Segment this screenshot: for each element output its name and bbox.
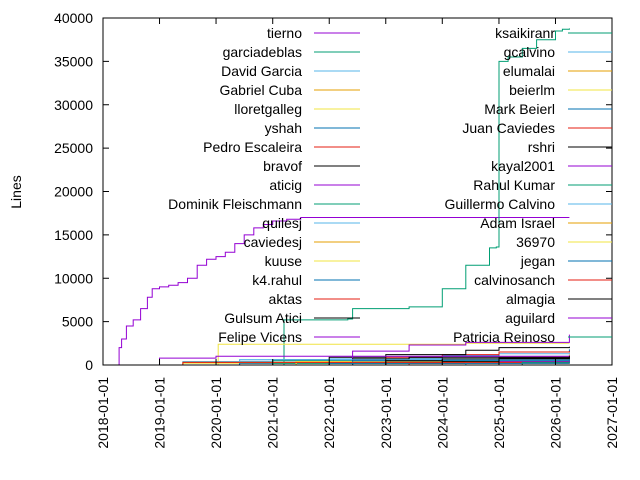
x-tick-label: 2018-01-01	[95, 377, 111, 449]
legend-label: calvinosanch	[474, 272, 555, 288]
legend-label: Guillermo Calvino	[445, 196, 556, 212]
x-tick-label: 2023-01-01	[378, 377, 394, 449]
legend-label: garciadeblas	[223, 44, 302, 60]
legend-label: k4.rahul	[252, 272, 302, 288]
x-tick-label: 2020-01-01	[208, 377, 224, 449]
legend-label: David Garcia	[221, 63, 302, 79]
legend-label: quilesj	[262, 215, 302, 231]
legend-label: Juan Caviedes	[462, 120, 555, 136]
legend-label: bravof	[263, 158, 302, 174]
y-tick-label: 20000	[54, 184, 93, 200]
y-tick-label: 15000	[54, 227, 93, 243]
legend-label: Patricia Reinoso	[453, 329, 555, 345]
x-tick-label: 2024-01-01	[434, 377, 450, 449]
legend-label: Pedro Escaleira	[203, 139, 302, 155]
legend-label: Adam Israel	[480, 215, 555, 231]
y-tick-label: 40000	[54, 10, 93, 26]
x-tick-label: 2021-01-01	[265, 377, 281, 449]
legend-label: Felipe Vicens	[218, 329, 302, 345]
legend-label: lloretgalleg	[234, 101, 302, 117]
legend-label: aticig	[269, 177, 302, 193]
legend: tierno garciadeblas David Garcia Gabriel Cu…	[168, 25, 612, 345]
legend-label: aktas	[269, 291, 302, 307]
legend-label: beierlm	[509, 82, 555, 98]
legend-label: jegan	[520, 253, 555, 269]
legend-label: ksaikiranr	[495, 25, 555, 41]
y-tick-label: 25000	[54, 140, 93, 156]
legend-label: Mark Beierl	[484, 101, 555, 117]
y-tick-label: 0	[85, 357, 93, 373]
series-line-0	[103, 217, 570, 366]
x-tick-label: 2027-01-01	[604, 377, 620, 449]
legend-label: aguilard	[505, 310, 555, 326]
axis-ticks: 0 5000 10000 15000 20000 25000 30000 35000 40000…	[54, 10, 620, 449]
y-tick-label: 30000	[54, 97, 93, 113]
y-tick-label: 10000	[54, 270, 93, 286]
legend-label: Dominik Fleischmann	[168, 196, 302, 212]
legend-label: Gulsum Atici	[224, 310, 302, 326]
legend-label: caviedesj	[244, 234, 302, 250]
legend-label: Rahul Kumar	[473, 177, 555, 193]
x-tick-label: 2022-01-01	[321, 377, 337, 449]
legend-label: 36970	[516, 234, 555, 250]
x-tick-label: 2026-01-01	[548, 377, 564, 449]
legend-label: almagia	[506, 291, 555, 307]
x-tick-label: 2019-01-01	[152, 377, 168, 449]
legend-label: gcalvino	[504, 44, 556, 60]
legend-label: yshah	[265, 120, 302, 136]
series-line-1	[281, 28, 570, 366]
legend-label: kuuse	[265, 253, 303, 269]
y-axis-label: Lines	[8, 175, 24, 208]
x-tick-label: 2025-01-01	[491, 377, 507, 449]
y-tick-label: 5000	[62, 314, 93, 330]
legend-label: elumalai	[503, 63, 555, 79]
legend-label: kayal2001	[491, 158, 555, 174]
legend-label: tierno	[267, 25, 302, 41]
legend-label: rshri	[528, 139, 555, 155]
y-tick-label: 35000	[54, 53, 93, 69]
legend-label: Gabriel Cuba	[220, 82, 303, 98]
